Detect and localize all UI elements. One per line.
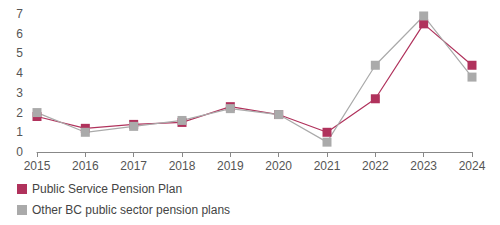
svg-text:2020: 2020 (265, 159, 292, 173)
svg-text:2023: 2023 (410, 159, 437, 173)
svg-text:2022: 2022 (362, 159, 389, 173)
svg-text:Public Service Pension Plan: Public Service Pension Plan (32, 182, 182, 196)
svg-text:7: 7 (16, 7, 23, 21)
svg-text:Other BC public sector pension: Other BC public sector pension plans (32, 203, 230, 217)
svg-text:5: 5 (16, 46, 23, 60)
svg-text:4: 4 (16, 66, 23, 80)
svg-text:1: 1 (16, 125, 23, 139)
svg-text:2024: 2024 (459, 159, 486, 173)
svg-text:0: 0 (16, 145, 23, 159)
svg-text:2016: 2016 (72, 159, 99, 173)
svg-text:2015: 2015 (24, 159, 51, 173)
svg-text:3: 3 (16, 86, 23, 100)
svg-text:2021: 2021 (314, 159, 341, 173)
svg-text:2: 2 (16, 106, 23, 120)
svg-text:2018: 2018 (169, 159, 196, 173)
svg-text:2019: 2019 (217, 159, 244, 173)
svg-text:2017: 2017 (120, 159, 147, 173)
svg-text:6: 6 (16, 27, 23, 41)
